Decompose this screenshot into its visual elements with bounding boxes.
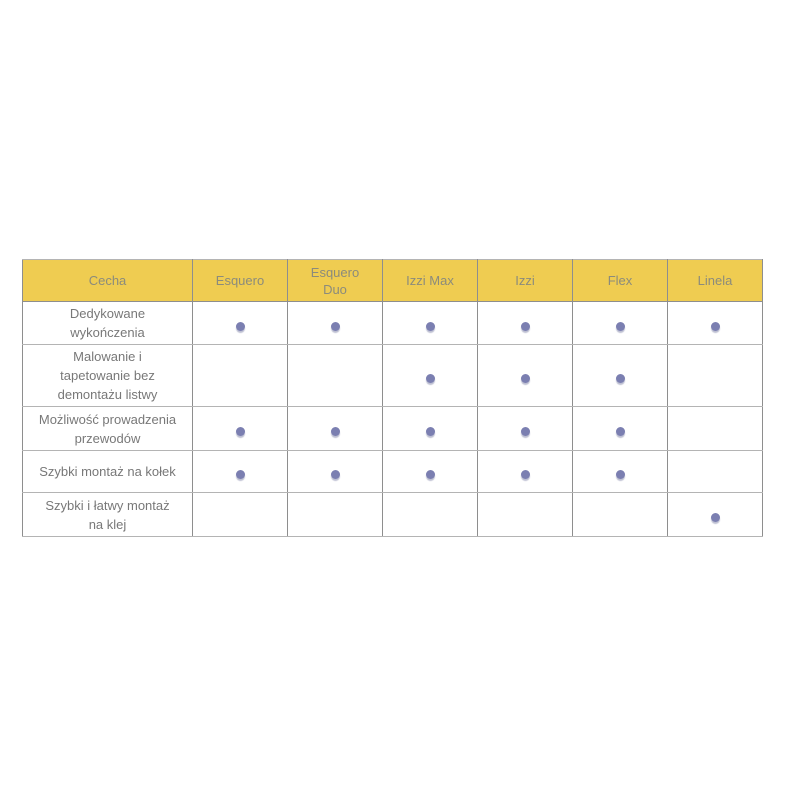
- table-row: Szybki i łatwy montaż na klej: [22, 492, 763, 537]
- mark-cell-esquero-duo: [287, 406, 383, 451]
- mark-cell-izzi-max: [382, 301, 478, 345]
- column-header-linela: Linela: [667, 259, 763, 302]
- table-body: Dedykowane wykończenia Malowanie i tapeto…: [22, 301, 763, 537]
- check-dot-icon: [425, 470, 435, 480]
- mark-cell-esquero-duo: [287, 301, 383, 345]
- check-dot-icon: [235, 427, 245, 437]
- mark-cell-esquero: [192, 406, 288, 451]
- mark-cell-linela: [667, 406, 763, 451]
- check-dot-icon: [330, 470, 340, 480]
- table-header: Cecha Esquero Esquero Duo Izzi Max Izzi Flex L…: [22, 259, 763, 302]
- check-dot-icon: [615, 374, 625, 384]
- mark-cell-flex: [572, 301, 668, 345]
- mark-cell-izzi: [477, 301, 573, 345]
- column-header-cecha: Cecha: [22, 259, 193, 302]
- mark-cell-esquero-duo: [287, 450, 383, 493]
- header-row: Cecha Esquero Esquero Duo Izzi Max Izzi Flex L…: [22, 259, 763, 302]
- mark-cell-linela: [667, 301, 763, 345]
- check-dot-icon: [520, 321, 530, 331]
- check-dot-icon: [330, 427, 340, 437]
- mark-cell-flex: [572, 450, 668, 493]
- feature-cell: Szybki i łatwy montaż na klej: [22, 492, 193, 537]
- check-dot-icon: [425, 427, 435, 437]
- table-row: Malowanie i tapetowanie bez demontażu li…: [22, 344, 763, 407]
- check-dot-icon: [520, 470, 530, 480]
- column-header-izzi: Izzi: [477, 259, 573, 302]
- column-header-flex: Flex: [572, 259, 668, 302]
- mark-cell-esquero: [192, 344, 288, 407]
- mark-cell-izzi: [477, 406, 573, 451]
- check-dot-icon: [520, 374, 530, 384]
- mark-cell-izzi-max: [382, 344, 478, 407]
- table-row: Szybki montaż na kołek: [22, 450, 763, 493]
- column-header-esquero-duo: Esquero Duo: [287, 259, 383, 302]
- mark-cell-flex: [572, 406, 668, 451]
- check-dot-icon: [615, 470, 625, 480]
- mark-cell-esquero: [192, 450, 288, 493]
- check-dot-icon: [235, 321, 245, 331]
- check-dot-icon: [710, 513, 720, 523]
- mark-cell-izzi-max: [382, 492, 478, 537]
- mark-cell-esquero-duo: [287, 344, 383, 407]
- check-dot-icon: [615, 427, 625, 437]
- mark-cell-izzi: [477, 450, 573, 493]
- check-dot-icon: [425, 374, 435, 384]
- table-row: Dedykowane wykończenia: [22, 301, 763, 345]
- check-dot-icon: [330, 321, 340, 331]
- comparison-table: Cecha Esquero Esquero Duo Izzi Max Izzi Flex L…: [22, 259, 763, 537]
- check-dot-icon: [520, 427, 530, 437]
- column-header-esquero: Esquero: [192, 259, 288, 302]
- mark-cell-linela: [667, 492, 763, 537]
- column-header-izzi-max: Izzi Max: [382, 259, 478, 302]
- mark-cell-esquero: [192, 301, 288, 345]
- check-dot-icon: [235, 470, 245, 480]
- mark-cell-izzi-max: [382, 450, 478, 493]
- mark-cell-izzi: [477, 344, 573, 407]
- mark-cell-linela: [667, 450, 763, 493]
- check-dot-icon: [615, 321, 625, 331]
- mark-cell-izzi: [477, 492, 573, 537]
- check-dot-icon: [710, 321, 720, 331]
- mark-cell-izzi-max: [382, 406, 478, 451]
- table-row: Możliwość prowadzenia przewodów: [22, 406, 763, 451]
- mark-cell-esquero-duo: [287, 492, 383, 537]
- feature-cell: Malowanie i tapetowanie bez demontażu li…: [22, 344, 193, 407]
- mark-cell-linela: [667, 344, 763, 407]
- feature-cell: Możliwość prowadzenia przewodów: [22, 406, 193, 451]
- check-dot-icon: [425, 321, 435, 331]
- feature-cell: Szybki montaż na kołek: [22, 450, 193, 493]
- mark-cell-flex: [572, 344, 668, 407]
- mark-cell-flex: [572, 492, 668, 537]
- feature-cell: Dedykowane wykończenia: [22, 301, 193, 345]
- mark-cell-esquero: [192, 492, 288, 537]
